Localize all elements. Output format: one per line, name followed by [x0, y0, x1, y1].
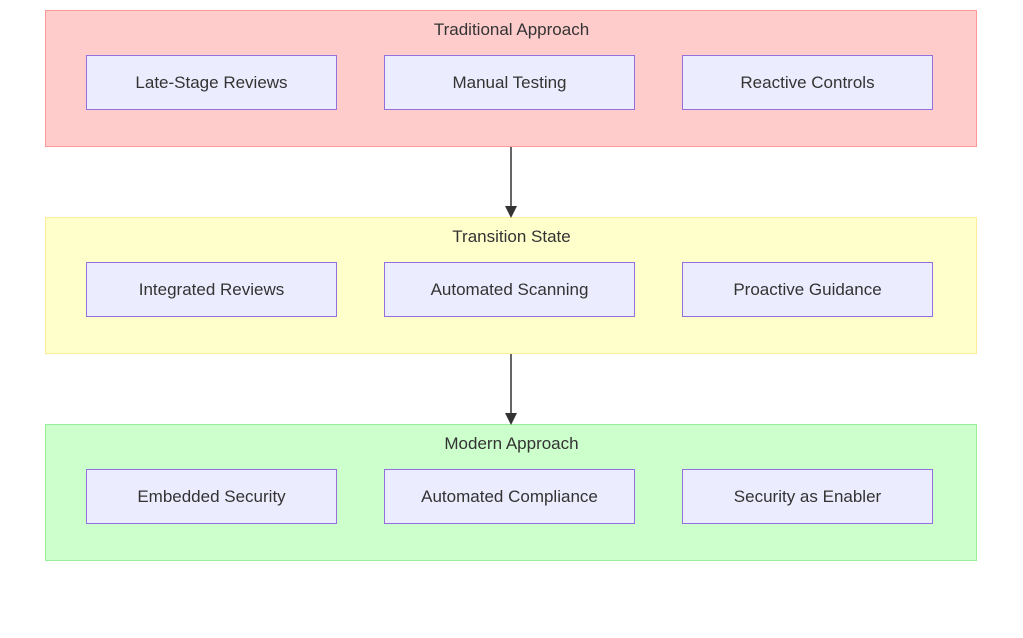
box-label: Late-Stage Reviews	[135, 73, 287, 93]
box-label: Proactive Guidance	[733, 280, 881, 300]
stage-modern-title: Modern Approach	[0, 434, 1023, 454]
box-label: Reactive Controls	[740, 73, 874, 93]
diagram-canvas: Traditional Approach Late-Stage Reviews …	[0, 0, 1023, 638]
box-label: Automated Compliance	[421, 487, 598, 507]
box-manual-testing: Manual Testing	[384, 55, 635, 110]
box-label: Automated Scanning	[431, 280, 589, 300]
box-embedded-security: Embedded Security	[86, 469, 337, 524]
box-reactive-controls: Reactive Controls	[682, 55, 933, 110]
stage-transition-title: Transition State	[0, 227, 1023, 247]
box-integrated-reviews: Integrated Reviews	[86, 262, 337, 317]
box-late-stage-reviews: Late-Stage Reviews	[86, 55, 337, 110]
box-security-as-enabler: Security as Enabler	[682, 469, 933, 524]
stage-traditional-title: Traditional Approach	[0, 20, 1023, 40]
box-proactive-guidance: Proactive Guidance	[682, 262, 933, 317]
box-automated-compliance: Automated Compliance	[384, 469, 635, 524]
box-automated-scanning: Automated Scanning	[384, 262, 635, 317]
box-label: Embedded Security	[137, 487, 285, 507]
box-label: Integrated Reviews	[139, 280, 285, 300]
box-label: Security as Enabler	[734, 487, 881, 507]
box-label: Manual Testing	[452, 73, 566, 93]
